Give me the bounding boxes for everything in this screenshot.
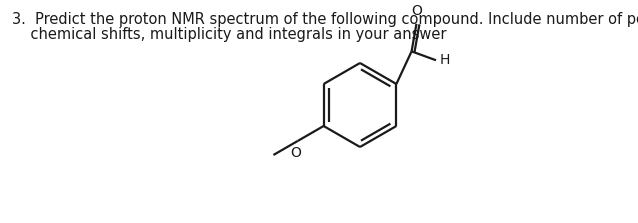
Text: O: O: [290, 146, 301, 160]
Text: 3.  Predict the proton NMR spectrum of the following compound. Include number of: 3. Predict the proton NMR spectrum of th…: [12, 12, 638, 27]
Text: chemical shifts, multiplicity and integrals in your answer: chemical shifts, multiplicity and integr…: [12, 27, 447, 42]
Text: H: H: [440, 53, 450, 67]
Text: O: O: [411, 4, 422, 18]
